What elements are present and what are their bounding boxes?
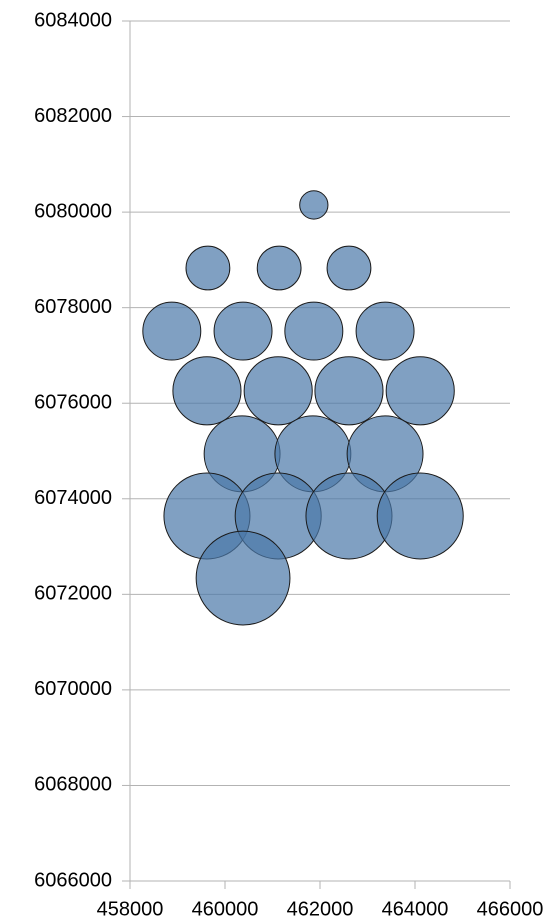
bubble (355, 301, 415, 361)
y-tick-label: 6078000 (34, 296, 112, 318)
y-tick-label: 6076000 (34, 392, 112, 414)
bubble (185, 245, 231, 291)
bubble (142, 301, 202, 361)
x-tick-label: 458000 (97, 898, 164, 920)
bubble (213, 301, 273, 361)
bubble (195, 530, 291, 626)
y-tick-label: 6072000 (34, 583, 112, 605)
bubble (376, 472, 464, 560)
x-tick-label: 460000 (192, 898, 259, 920)
bubble (299, 190, 329, 220)
x-tick-label: 462000 (287, 898, 354, 920)
y-tick-label: 6084000 (34, 9, 112, 31)
bubble (326, 245, 372, 291)
y-tick-label: 6066000 (34, 869, 112, 891)
bubble (385, 356, 455, 426)
y-tick-label: 6074000 (34, 487, 112, 509)
x-tick-label: 466000 (477, 898, 544, 920)
bubble (314, 356, 384, 426)
y-tick-label: 6068000 (34, 774, 112, 796)
bubble (256, 245, 302, 291)
y-tick-label: 6080000 (34, 200, 112, 222)
y-tick-label: 6082000 (34, 105, 112, 127)
bubble (172, 356, 242, 426)
x-tick-label: 464000 (382, 898, 449, 920)
y-tick-label: 6070000 (34, 678, 112, 700)
bubble (243, 356, 313, 426)
bubble (284, 301, 344, 361)
